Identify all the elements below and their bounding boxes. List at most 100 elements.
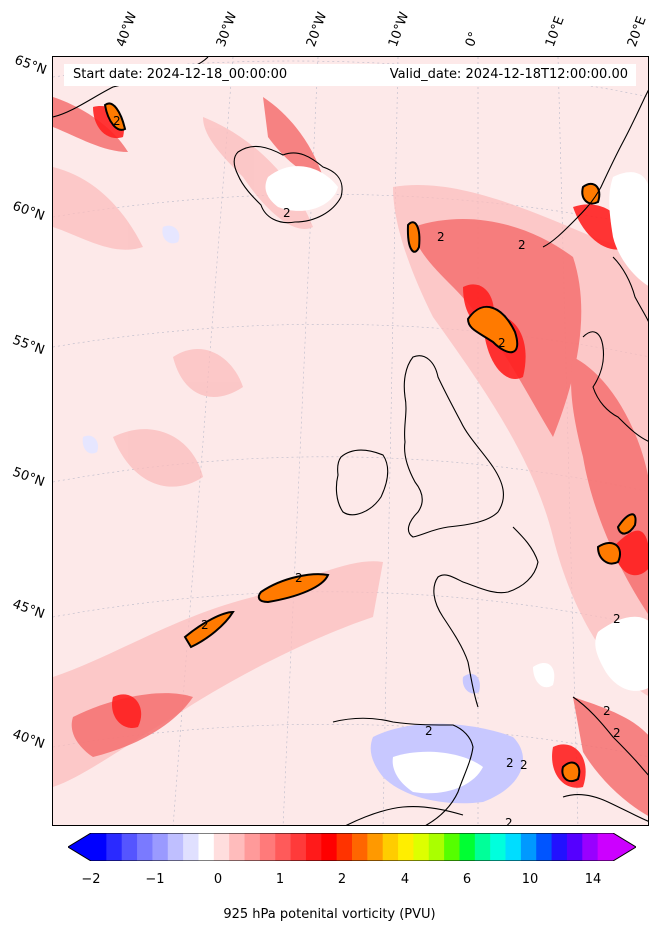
- colorbar-segment: [121, 833, 138, 861]
- colorbar-segment: [91, 833, 107, 861]
- graticule-lon-10w: [382, 57, 399, 825]
- contour-label-12: 2: [603, 704, 611, 718]
- cb-tick-label-4: 4: [400, 872, 410, 887]
- lat-label-40n: 40°N: [10, 726, 47, 753]
- contour-label-5: 2: [498, 336, 506, 350]
- contour-label-2: 2: [201, 618, 209, 632]
- iberia-missing: [392, 751, 483, 794]
- lon-label-10e: 10°E: [542, 14, 568, 50]
- cb-tick-label-m1: −1: [145, 872, 165, 887]
- coastline-great-britain: [403, 355, 504, 538]
- contour-label-1: 2: [295, 571, 303, 585]
- start-date-text: Start date: 2024-12-18_00:00:00: [73, 67, 288, 82]
- atlantic-negative-2: [162, 225, 180, 244]
- colorbar-segment: [137, 833, 154, 861]
- pv-blob-atlantic-1: [257, 573, 330, 604]
- colorbar-extend-under: [68, 833, 91, 861]
- colorbar-segment: [474, 833, 491, 861]
- graticule-lon-30w: [172, 57, 234, 825]
- colorbar-segment: [183, 833, 200, 861]
- colorbar-segment: [398, 833, 415, 861]
- lat-label-60n: 60°N: [10, 198, 47, 225]
- cb-tick-label-10: 10: [521, 872, 539, 887]
- lat-label-50n: 50°N: [10, 464, 47, 491]
- pv-blob-france-e: [596, 542, 621, 565]
- coastline-france-benelux: [433, 526, 539, 708]
- colorbar-segment: [459, 833, 476, 861]
- colorbar-segment: [305, 833, 322, 861]
- map-panel[interactable]: 2 2 2 2 2 2 2 2 2 2 2 2 2 2: [52, 56, 649, 826]
- contour-label-6: 2: [113, 114, 121, 128]
- cb-tick-label-1: 1: [275, 872, 285, 887]
- colorbar-segment: [597, 833, 614, 861]
- colorbar-segment: [367, 833, 384, 861]
- alps-missing: [595, 616, 648, 691]
- coastline-iceland: [233, 145, 343, 224]
- info-box: Start date: 2024-12-18_00:00:00 Valid_da…: [64, 64, 636, 86]
- colorbar-label: 925 hPa potenital vorticity (PVU): [223, 907, 436, 922]
- scandinavia-missing: [609, 172, 648, 286]
- iceland-missing: [265, 166, 338, 211]
- colorbar-segment: [428, 833, 445, 861]
- pv-blob-norway: [406, 221, 421, 253]
- colorbar-segment: [490, 833, 507, 861]
- colorbar-segment: [213, 833, 230, 861]
- coastlines: [53, 57, 648, 825]
- colorbar-segment: [413, 833, 430, 861]
- lat-label-65n: 65°N: [12, 52, 49, 79]
- contour-label-10: 2: [505, 816, 513, 826]
- pv-blob-iceland-sw: [103, 102, 127, 131]
- contour-label-11: 2: [613, 612, 621, 626]
- colorbar-segment: [167, 833, 184, 861]
- pv-contour-2: [103, 102, 637, 783]
- colorbar-segment: [259, 833, 276, 861]
- pv-blob-alps: [616, 513, 637, 535]
- graticule-lat-60n: [53, 193, 648, 227]
- colorbar: [68, 833, 636, 861]
- valid-date-text: Valid_date: 2024-12-18T12:00:00.00: [389, 67, 628, 82]
- coastline-norway: [542, 89, 648, 248]
- colorbar-segment: [198, 833, 215, 861]
- contour-label-8: 2: [506, 756, 514, 770]
- colorbar-segment: [536, 833, 553, 861]
- coastline-mediterranean-e: [562, 793, 648, 822]
- colorbar-segment: [321, 833, 338, 861]
- contour-label-9: 2: [520, 758, 528, 772]
- contour-labels: 2 2 2 2 2 2 2 2 2 2 2 2 2 2: [113, 114, 621, 826]
- colorbar-segment: [106, 833, 123, 861]
- contour-label-3: 2: [437, 230, 445, 244]
- atlantic-negative-1: [82, 435, 99, 454]
- colorbar-segment: [352, 833, 368, 861]
- coastline-iberia: [332, 717, 474, 825]
- cb-tick-label-2: 2: [337, 872, 347, 887]
- colorbar-segment: [520, 833, 537, 861]
- colorbar-segment: [566, 833, 583, 861]
- graticule-lat-40n: [53, 723, 648, 757]
- colorbar-segment: [336, 833, 353, 861]
- colorbar-segment: [444, 833, 461, 861]
- pv-blob-north-sea: [466, 306, 519, 354]
- colorbar-segment: [152, 833, 169, 861]
- colorbar-segment: [244, 833, 261, 861]
- cb-tick-label-0: 0: [213, 872, 223, 887]
- coastline-sweden: [612, 256, 648, 322]
- cb-tick-label-14: 14: [584, 872, 602, 887]
- colorbar-segment: [290, 833, 307, 861]
- pv-field-negative: [82, 166, 648, 804]
- graticule-lon-20w: [282, 57, 319, 825]
- pv-blob-skagerrak: [581, 182, 601, 205]
- colorbar-segment: [505, 833, 522, 861]
- lat-label-45n: 45°N: [10, 596, 47, 623]
- colorbar-extend-over: [613, 833, 636, 861]
- lon-label-0: 0°: [462, 29, 483, 49]
- pv-blob-med: [561, 761, 581, 783]
- colorbar-segment: [582, 833, 599, 861]
- lon-label-10w: 10°W: [385, 10, 413, 49]
- contour-label-4: 2: [518, 238, 526, 252]
- lon-label-20w: 20°W: [303, 10, 331, 49]
- lon-label-20e: 20°E: [624, 14, 650, 50]
- colorbar-segment: [551, 833, 568, 861]
- lon-label-40w: 40°W: [113, 10, 141, 49]
- lon-label-30w: 30°W: [213, 10, 241, 49]
- colorbar-segment: [275, 833, 292, 861]
